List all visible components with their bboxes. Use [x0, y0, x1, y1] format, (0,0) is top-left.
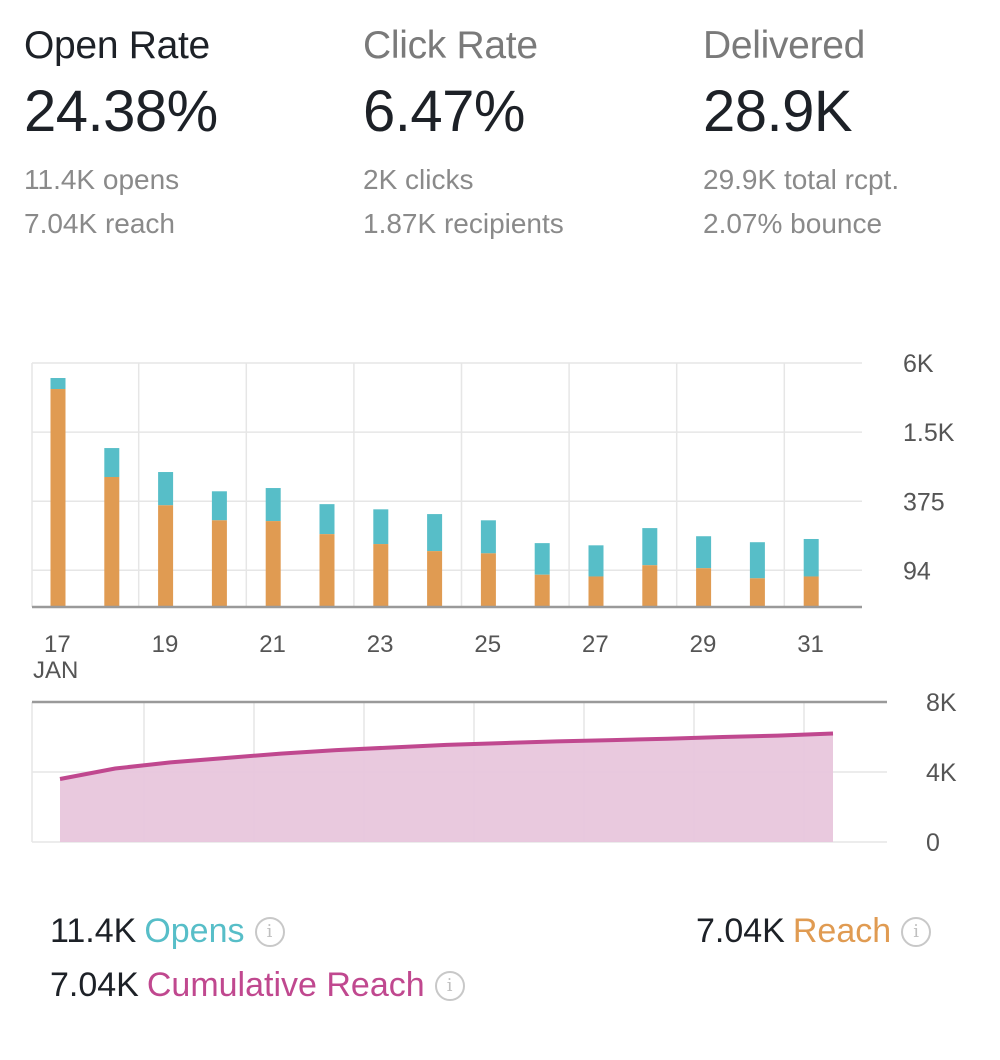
kpi-value: 6.47% — [363, 79, 525, 144]
legend-cumulative-label: Cumulative Reach — [146, 966, 425, 1004]
kpi-open-rate[interactable]: Open Rate 24.38% 11.4K opens 7.04K reach — [24, 20, 344, 246]
bar-opens-segment — [480, 520, 496, 554]
bar-reach-segment — [265, 521, 281, 607]
bar-opens-segment — [427, 514, 443, 552]
x-tick-label: 29 — [690, 631, 717, 658]
kpi-sub: 7.04K reach — [24, 208, 175, 239]
kpi-sub: 11.4K opens — [24, 164, 180, 195]
kpi-sub: 2K clicks — [363, 164, 474, 195]
kpi-sub: 29.9K total rcpt. — [703, 164, 900, 195]
y-tick-label: 0 — [926, 829, 940, 857]
x-tick-label: 21 — [259, 631, 286, 658]
bar-reach-segment — [158, 505, 174, 607]
bar-opens-segment — [265, 488, 281, 522]
bar-reach-segment — [588, 576, 604, 607]
bar-reach-segment — [480, 553, 496, 607]
info-icon[interactable]: i — [434, 970, 465, 1001]
bar-opens-segment — [803, 538, 819, 577]
bar-opens-segment — [588, 545, 604, 577]
bar-opens-segment — [158, 472, 174, 506]
bar-reach-segment — [749, 578, 765, 607]
kpi-sub: 1.87K recipients — [363, 208, 564, 239]
y-tick-label: 6K — [903, 350, 934, 378]
x-tick-label: 31 — [797, 631, 824, 658]
bar-reach-segment — [211, 520, 227, 607]
info-icon[interactable]: i — [901, 916, 932, 947]
legend-opens-label: Opens — [144, 912, 245, 950]
legend-opens[interactable]: 11.4K Opens i — [50, 912, 285, 951]
legend-reach-label: Reach — [792, 912, 892, 950]
kpi-sub: 2.07% bounce — [703, 208, 883, 239]
bar-opens-segment — [642, 528, 658, 566]
bar-opens-segment — [749, 542, 765, 579]
kpi-delivered[interactable]: Delivered 28.9K 29.9K total rcpt. 2.07% … — [703, 20, 1000, 246]
y-tick-label: 94 — [903, 557, 931, 585]
x-tick-label: 23 — [367, 631, 394, 658]
cumulative-reach-line — [59, 731, 834, 781]
bar-reach-segment — [319, 534, 335, 607]
bar-opens-segment — [319, 504, 335, 535]
x-tick-label: 25 — [474, 631, 501, 658]
opens-reach-bar-chart: 6K 1.5K 375 94 17 19 21 23 25 27 29 31 JAN — [31, 350, 955, 684]
bar-reach-segment — [642, 565, 658, 607]
kpi-summary: Open Rate 24.38% 11.4K opens 7.04K reach… — [24, 20, 984, 260]
bar-reach-segment — [50, 389, 66, 607]
y-tick-label: 375 — [903, 488, 945, 516]
bar-opens-segment — [534, 543, 550, 575]
x-tick-label: 17 — [44, 631, 71, 658]
legend-cumulative-value: 7.04K — [50, 966, 139, 1004]
bar-reach-segment — [373, 544, 389, 607]
kpi-title: Open Rate — [24, 24, 210, 67]
kpi-value: 28.9K — [703, 79, 853, 144]
kpi-value: 24.38% — [24, 79, 218, 144]
x-tick-label: 27 — [582, 631, 609, 658]
kpi-title: Click Rate — [363, 24, 538, 67]
bar-opens-segment — [104, 448, 120, 478]
legend-cumulative-reach[interactable]: 7.04K Cumulative Reach i — [50, 966, 465, 1005]
cumulative-reach-area-chart: 8K 4K 0 — [31, 690, 957, 857]
legend-opens-value: 11.4K — [50, 912, 137, 950]
bar-reach-segment — [803, 576, 819, 607]
bar-opens-segment — [373, 509, 389, 545]
kpi-click-rate[interactable]: Click Rate 6.47% 2K clicks 1.87K recipie… — [363, 20, 683, 246]
bar-reach-segment — [696, 568, 712, 607]
cumulative-reach-area — [60, 733, 833, 842]
y-tick-label: 8K — [926, 690, 957, 717]
legend-reach-value: 7.04K — [696, 912, 785, 950]
kpi-title: Delivered — [703, 24, 866, 67]
x-month-label: JAN — [33, 657, 78, 684]
legend-reach[interactable]: 7.04K Reach i — [696, 912, 932, 951]
bar-reach-segment — [534, 574, 550, 607]
y-tick-label: 1.5K — [903, 419, 955, 447]
bar-opens-segment — [696, 536, 712, 569]
bar-reach-segment — [104, 477, 120, 607]
bar-reach-segment — [427, 551, 443, 607]
x-tick-label: 19 — [152, 631, 179, 658]
bar-opens-segment — [211, 491, 227, 521]
bar-opens-segment — [50, 378, 66, 390]
y-tick-label: 4K — [926, 759, 957, 787]
info-icon[interactable]: i — [254, 916, 285, 947]
